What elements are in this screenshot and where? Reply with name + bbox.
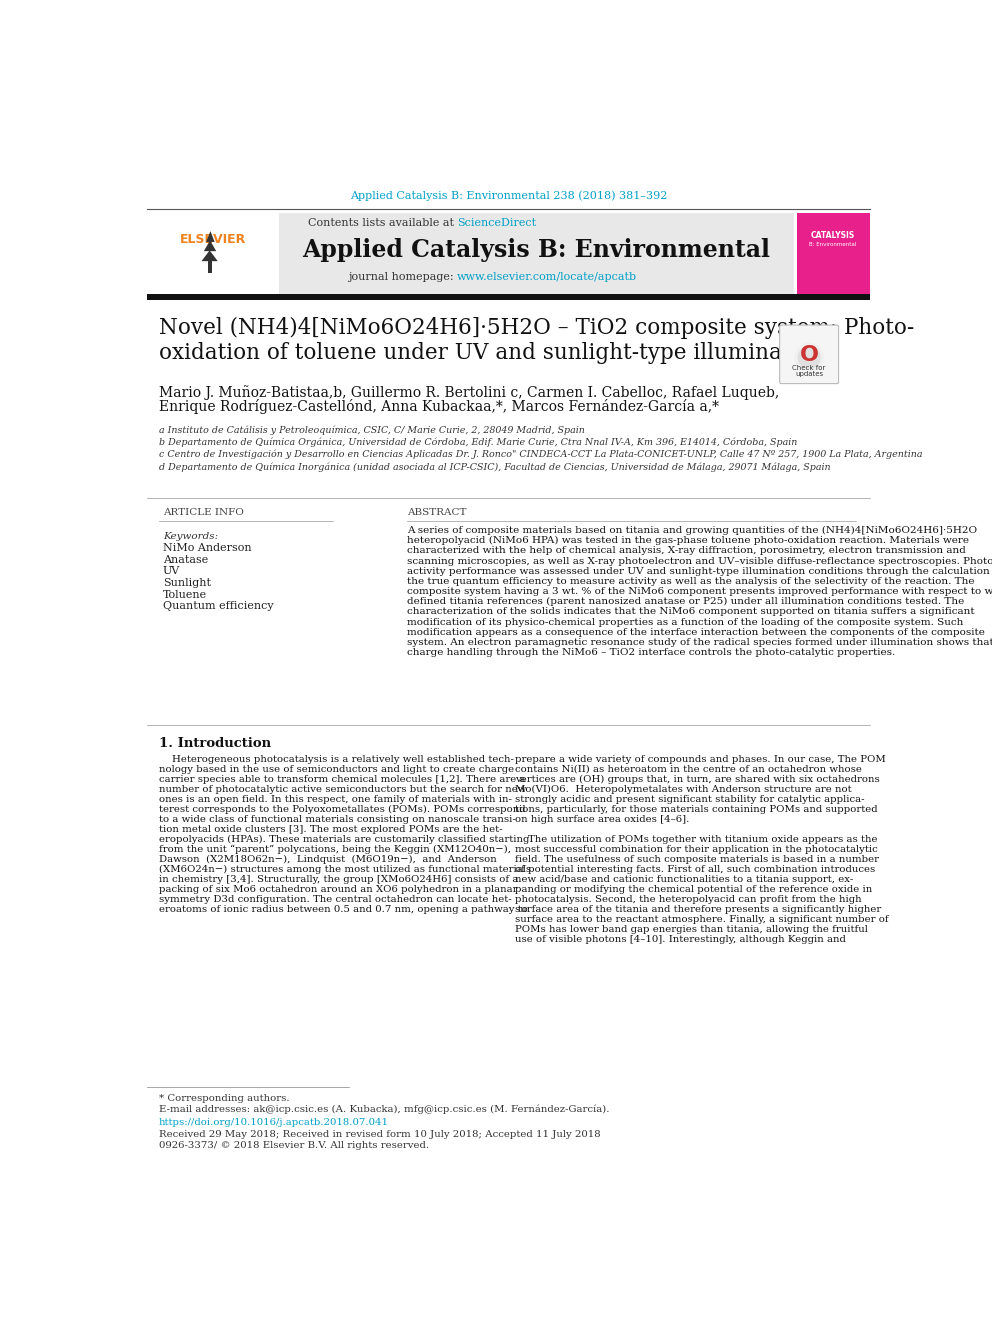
- Text: charge handling through the NiMo6 – TiO2 interface controls the photo-catalytic : charge handling through the NiMo6 – TiO2…: [407, 648, 895, 658]
- Text: from the unit “parent” polycations, being the Keggin (XM12O40n−),: from the unit “parent” polycations, bein…: [159, 845, 511, 855]
- Text: B: Environmental: B: Environmental: [809, 242, 857, 247]
- Text: O: O: [800, 345, 818, 365]
- Text: nology based in the use of semiconductors and light to create charge: nology based in the use of semiconductor…: [159, 765, 514, 774]
- Text: Mario J. Muñoz-Batistaa,b, Guillermo R. Bertolini c, Carmen I. Cabelloc, Rafael : Mario J. Muñoz-Batistaa,b, Guillermo R. …: [159, 385, 779, 400]
- Text: The utilization of POMs together with titanium oxide appears as the: The utilization of POMs together with ti…: [516, 835, 878, 844]
- Bar: [279, 213, 795, 294]
- Text: eroatoms of ionic radius between 0.5 and 0.7 nm, opening a pathway to: eroatoms of ionic radius between 0.5 and…: [159, 905, 528, 914]
- Text: eropolyacids (HPAs). These materials are customarily classified starting: eropolyacids (HPAs). These materials are…: [159, 835, 530, 844]
- Text: b Departamento de Química Orgánica, Universidad de Córdoba, Edif. Marie Curie, C: b Departamento de Química Orgánica, Univ…: [159, 438, 798, 447]
- Text: ARTICLE INFO: ARTICLE INFO: [163, 508, 244, 517]
- Text: modification of its physico-chemical properties as a function of the loading of : modification of its physico-chemical pro…: [407, 618, 963, 627]
- Text: a Instituto de Catálisis y Petroleoquímica, CSIC, C/ Marie Curie, 2, 28049 Madri: a Instituto de Catálisis y Petroleoquími…: [159, 425, 584, 434]
- Text: composite system having a 3 wt. % of the NiMo6 component presents improved perfo: composite system having a 3 wt. % of the…: [407, 587, 992, 597]
- Text: scanning microscopies, as well as X-ray photoelectron and UV–visible diffuse-ref: scanning microscopies, as well as X-ray …: [407, 557, 992, 566]
- Text: (XM6O24n−) structures among the most utilized as functional materials: (XM6O24n−) structures among the most uti…: [159, 865, 531, 875]
- Text: tions, particularly, for those materials containing POMs and supported: tions, particularly, for those materials…: [516, 804, 878, 814]
- Text: terest corresponds to the Polyoxometallates (POMs). POMs correspond: terest corresponds to the Polyoxometalla…: [159, 804, 526, 814]
- Text: Check for: Check for: [793, 365, 825, 372]
- Text: ELSEVIER: ELSEVIER: [180, 233, 246, 246]
- Text: E-mail addresses: ak@icp.csic.es (A. Kubacka), mfg@icp.csic.es (M. Fernández-Gar: E-mail addresses: ak@icp.csic.es (A. Kub…: [159, 1105, 609, 1114]
- Text: Keywords:: Keywords:: [163, 532, 218, 541]
- Text: updates: updates: [795, 372, 823, 377]
- Text: strongly acidic and present significant stability for catalytic applica-: strongly acidic and present significant …: [516, 795, 865, 804]
- Text: in chemistry [3,4]. Structurally, the group [XMo6O24H6] consists of a: in chemistry [3,4]. Structurally, the gr…: [159, 875, 518, 884]
- Text: on high surface area oxides [4–6].: on high surface area oxides [4–6].: [516, 815, 689, 824]
- Text: symmetry D3d configuration. The central octahedron can locate het-: symmetry D3d configuration. The central …: [159, 894, 512, 904]
- Text: 1. Introduction: 1. Introduction: [159, 737, 271, 750]
- Text: Applied Catalysis B: Environmental: Applied Catalysis B: Environmental: [303, 238, 771, 262]
- Polygon shape: [203, 241, 216, 251]
- Bar: [797, 213, 870, 294]
- Text: photocatalysis. Second, the heteropolyacid can profit from the high: photocatalysis. Second, the heteropolyac…: [516, 894, 862, 904]
- Text: defined titania references (parent nanosized anatase or P25) under all illuminat: defined titania references (parent nanos…: [407, 597, 964, 606]
- Text: carrier species able to transform chemical molecules [1,2]. There are a: carrier species able to transform chemic…: [159, 775, 526, 785]
- Text: Contents lists available at: Contents lists available at: [308, 218, 457, 228]
- Text: ScienceDirect: ScienceDirect: [457, 218, 537, 228]
- Text: surface area to the reactant atmosphere. Finally, a significant number of: surface area to the reactant atmosphere.…: [516, 916, 889, 923]
- Text: https://doi.org/10.1016/j.apcatb.2018.07.041: https://doi.org/10.1016/j.apcatb.2018.07…: [159, 1118, 389, 1127]
- Text: panding or modifying the chemical potential of the reference oxide in: panding or modifying the chemical potent…: [516, 885, 873, 894]
- Text: CATALYSIS: CATALYSIS: [811, 232, 855, 241]
- Text: of potential interesting facts. First of all, such combination introduces: of potential interesting facts. First of…: [516, 865, 876, 875]
- Polygon shape: [201, 250, 218, 261]
- Text: field. The usefulness of such composite materials is based in a number: field. The usefulness of such composite …: [516, 855, 879, 864]
- Text: surface area of the titania and therefore presents a significantly higher: surface area of the titania and therefor…: [516, 905, 882, 914]
- Polygon shape: [206, 232, 214, 242]
- Text: packing of six Mo6 octahedron around an XO6 polyhedron in a planar: packing of six Mo6 octahedron around an …: [159, 885, 518, 894]
- Text: Quantum efficiency: Quantum efficiency: [163, 601, 274, 611]
- Text: ones is an open field. In this respect, one family of materials with in-: ones is an open field. In this respect, …: [159, 795, 512, 804]
- Text: UV: UV: [163, 566, 180, 577]
- Text: characterized with the help of chemical analysis, X-ray diffraction, porosimetry: characterized with the help of chemical …: [407, 546, 966, 556]
- Text: Novel (NH4)4[NiMo6O24H6]·5H2O – TiO2 composite system: Photo-: Novel (NH4)4[NiMo6O24H6]·5H2O – TiO2 com…: [159, 318, 914, 339]
- Text: most successful combination for their application in the photocatalytic: most successful combination for their ap…: [516, 845, 878, 853]
- Text: Sunlight: Sunlight: [163, 578, 210, 587]
- Text: Dawson  (X2M18O62n−),  Lindquist  (M6O19n−),  and  Anderson: Dawson (X2M18O62n−), Lindquist (M6O19n−)…: [159, 855, 497, 864]
- Text: Mo(VI)O6.  Heteropolymetalates with Anderson structure are not: Mo(VI)O6. Heteropolymetalates with Ander…: [516, 785, 852, 794]
- Text: new acid/base and cationic functionalities to a titania support, ex-: new acid/base and cationic functionaliti…: [516, 875, 854, 884]
- Text: heteropolyacid (NiMo6 HPA) was tested in the gas-phase toluene photo-oxidation r: heteropolyacid (NiMo6 HPA) was tested in…: [407, 536, 969, 545]
- Circle shape: [796, 344, 823, 372]
- Text: characterization of the solids indicates that the NiMo6 component supported on t: characterization of the solids indicates…: [407, 607, 974, 617]
- Bar: [147, 294, 870, 300]
- Circle shape: [799, 347, 820, 368]
- Text: number of photocatalytic active semiconductors but the search for new: number of photocatalytic active semicond…: [159, 785, 526, 794]
- Text: 0926-3373/ © 2018 Elsevier B.V. All rights reserved.: 0926-3373/ © 2018 Elsevier B.V. All righ…: [159, 1142, 429, 1151]
- Text: vertices are (OH) groups that, in turn, are shared with six octahedrons: vertices are (OH) groups that, in turn, …: [516, 775, 880, 785]
- Bar: [147, 213, 279, 294]
- Text: modification appears as a consequence of the interface interaction between the c: modification appears as a consequence of…: [407, 628, 985, 636]
- Text: www.elsevier.com/locate/apcatb: www.elsevier.com/locate/apcatb: [457, 271, 638, 282]
- Text: Toluene: Toluene: [163, 590, 207, 599]
- Text: prepare a wide variety of compounds and phases. In our case, The POM: prepare a wide variety of compounds and …: [516, 755, 886, 763]
- Text: POMs has lower band gap energies than titania, allowing the fruitful: POMs has lower band gap energies than ti…: [516, 925, 868, 934]
- Text: the true quantum efficiency to measure activity as well as the analysis of the s: the true quantum efficiency to measure a…: [407, 577, 974, 586]
- Text: Heterogeneous photocatalysis is a relatively well established tech-: Heterogeneous photocatalysis is a relati…: [159, 755, 514, 763]
- Text: Enrique Rodríguez-Castellónd, Anna Kubackaa,*, Marcos Fernández-García a,*: Enrique Rodríguez-Castellónd, Anna Kubac…: [159, 400, 719, 414]
- Text: A series of composite materials based on titania and growing quantities of the (: A series of composite materials based on…: [407, 527, 977, 536]
- Text: Anatase: Anatase: [163, 554, 208, 565]
- Text: contains Ni(II) as heteroatom in the centre of an octahedron whose: contains Ni(II) as heteroatom in the cen…: [516, 765, 862, 774]
- Text: oxidation of toluene under UV and sunlight-type illumination: oxidation of toluene under UV and sunlig…: [159, 341, 824, 364]
- Text: tion metal oxide clusters [3]. The most explored POMs are the het-: tion metal oxide clusters [3]. The most …: [159, 826, 502, 833]
- Text: to a wide class of functional materials consisting on nanoscale transi-: to a wide class of functional materials …: [159, 815, 516, 824]
- Text: * Corresponding authors.: * Corresponding authors.: [159, 1094, 290, 1102]
- Text: journal homepage:: journal homepage:: [348, 271, 457, 282]
- Text: d Departamento de Química Inorgánica (unidad asociada al ICP-CSIC), Facultad de : d Departamento de Química Inorgánica (un…: [159, 462, 830, 471]
- Text: Applied Catalysis B: Environmental 238 (2018) 381–392: Applied Catalysis B: Environmental 238 (…: [350, 191, 667, 201]
- FancyBboxPatch shape: [780, 325, 838, 384]
- Text: ABSTRACT: ABSTRACT: [407, 508, 466, 517]
- Text: activity performance was assessed under UV and sunlight-type illumination condit: activity performance was assessed under …: [407, 566, 992, 576]
- Text: Received 29 May 2018; Received in revised form 10 July 2018; Accepted 11 July 20: Received 29 May 2018; Received in revise…: [159, 1130, 600, 1139]
- Text: c Centro de Investigación y Desarrollo en Ciencias Aplicadas Dr. J. Ronco" CINDE: c Centro de Investigación y Desarrollo e…: [159, 450, 923, 459]
- Bar: [207, 261, 211, 273]
- Text: NiMo Anderson: NiMo Anderson: [163, 544, 251, 553]
- Text: use of visible photons [4–10]. Interestingly, although Keggin and: use of visible photons [4–10]. Interesti…: [516, 935, 846, 945]
- Text: system. An electron paramagnetic resonance study of the radical species formed u: system. An electron paramagnetic resonan…: [407, 638, 992, 647]
